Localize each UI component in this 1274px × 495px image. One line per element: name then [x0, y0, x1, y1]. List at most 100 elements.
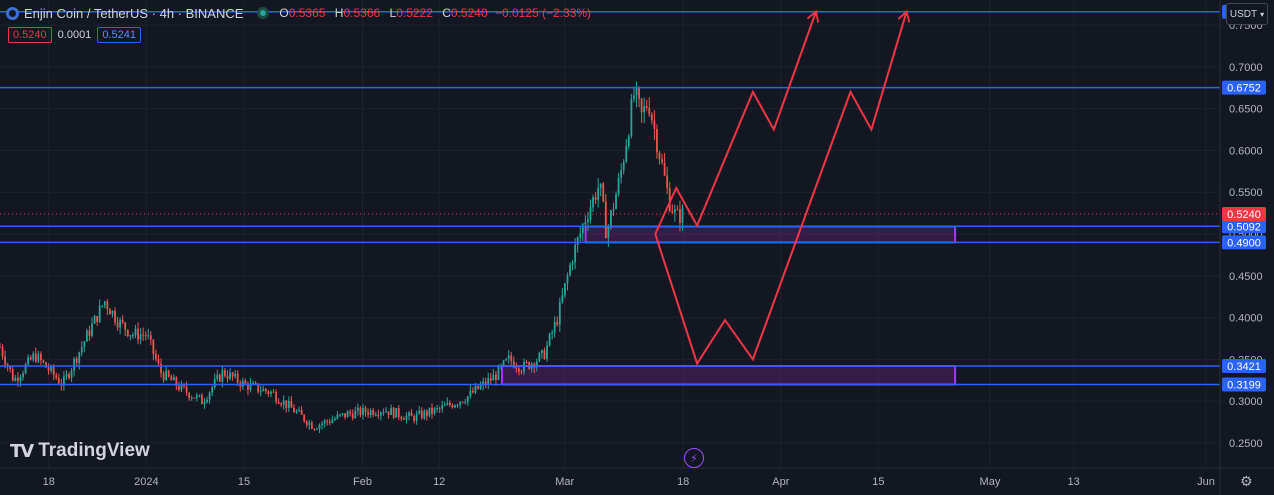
candle-body	[569, 264, 571, 276]
x-tick-label: Mar	[555, 476, 574, 488]
candle-body	[91, 323, 93, 336]
lightning-icon[interactable]: ⚡	[684, 448, 704, 468]
candle-body	[428, 407, 431, 416]
candle-body	[160, 363, 162, 374]
candle-body	[395, 408, 398, 418]
candle-body	[666, 175, 669, 188]
candle-body	[566, 275, 569, 284]
candle-body	[24, 364, 27, 374]
horizontal-levels	[0, 11, 1220, 386]
candle-body	[433, 408, 436, 414]
tradingview-logo[interactable]: 𝗧𝗩 TradingView	[10, 440, 150, 461]
gear-icon[interactable]: ⚙	[1240, 473, 1253, 489]
candle-body	[262, 388, 265, 392]
candle-body	[170, 376, 173, 381]
candle-body	[65, 374, 68, 377]
candle-body	[116, 322, 119, 328]
market-open-icon	[257, 7, 270, 19]
level-badge	[1222, 358, 1266, 373]
candle-body	[11, 369, 14, 381]
candle-body	[290, 400, 293, 408]
candle-body	[272, 391, 275, 393]
symbol-title[interactable]: Enjin Coin / TetherUS · 4h · BINANCE	[24, 5, 244, 21]
candle-body	[257, 383, 260, 392]
sell-button[interactable]: 0.5240	[8, 27, 52, 43]
candle-body	[431, 407, 433, 414]
level-badge-label: 0.6752	[1227, 83, 1261, 95]
candle-body	[656, 128, 658, 153]
candle-body	[377, 414, 380, 416]
currency-button[interactable]: USDT ▾	[1226, 3, 1268, 25]
candle-body	[538, 352, 541, 362]
spread-value: 0.0001	[57, 29, 92, 41]
candle-body	[208, 392, 211, 400]
candle-body	[492, 374, 495, 381]
candle-body	[75, 358, 78, 363]
candle-body	[592, 197, 594, 208]
buy-button[interactable]: 0.5241	[97, 27, 141, 43]
change-value: −0.0125 (−2.33%)	[494, 6, 592, 20]
candle-body	[349, 411, 352, 414]
candle-body	[109, 309, 111, 315]
candle-body	[226, 375, 229, 379]
candle-body	[339, 414, 341, 416]
candle-body	[599, 183, 602, 188]
candle-body	[22, 373, 24, 378]
x-tick-label: 12	[433, 476, 445, 488]
candle-body	[385, 411, 387, 413]
candle-body	[438, 407, 441, 409]
candle-body	[259, 391, 262, 393]
level-badge	[1222, 377, 1266, 392]
candle-body	[448, 402, 451, 406]
candle-body	[303, 414, 306, 422]
y-tick-label: 0.5500	[1229, 187, 1263, 199]
candle-body	[106, 301, 109, 310]
low-value: 0.5222	[396, 6, 433, 20]
candle-body	[484, 381, 487, 385]
candle-body	[390, 407, 392, 415]
chevron-down-icon: ▾	[1260, 9, 1265, 19]
candle-body	[420, 410, 423, 419]
candle-body	[185, 386, 188, 393]
candle-body	[247, 383, 249, 390]
y-tick-label: 0.7500	[1229, 20, 1263, 32]
candle-body	[121, 319, 124, 323]
candle-body	[280, 403, 283, 405]
candle-body	[663, 162, 666, 176]
candle-body	[333, 418, 336, 420]
candle-body	[374, 414, 377, 416]
candle-body	[402, 418, 405, 420]
candle-body	[359, 407, 362, 416]
projections	[654, 13, 906, 366]
candle-body	[367, 412, 369, 415]
candle-body	[495, 374, 497, 380]
candle-body	[604, 201, 607, 239]
candle-body	[162, 373, 165, 380]
candle-body	[308, 422, 311, 426]
candle-body	[653, 120, 656, 129]
candle-body	[175, 377, 178, 387]
projection-path	[654, 13, 906, 366]
candle-body	[436, 407, 439, 409]
candle-body	[287, 400, 290, 408]
candle-body	[172, 377, 175, 381]
candle-body	[640, 98, 643, 113]
candle-body	[443, 404, 446, 406]
candle-body	[252, 382, 254, 384]
x-tick-label: 18	[43, 476, 55, 488]
last-price-badge	[1222, 206, 1266, 221]
candle-body	[1, 346, 4, 357]
candle-body	[190, 397, 193, 399]
candle-body	[643, 106, 646, 113]
candle-body	[387, 411, 390, 415]
candle-body	[525, 361, 528, 363]
candle-body	[584, 221, 587, 225]
y-tick-label: 0.7000	[1229, 62, 1263, 74]
grid	[0, 0, 1220, 468]
last-price-badge-label: 0.5240	[1227, 209, 1261, 221]
candle-body	[610, 210, 612, 227]
candle-body	[620, 170, 623, 178]
candle-body	[456, 404, 459, 406]
candle-body	[218, 374, 221, 382]
